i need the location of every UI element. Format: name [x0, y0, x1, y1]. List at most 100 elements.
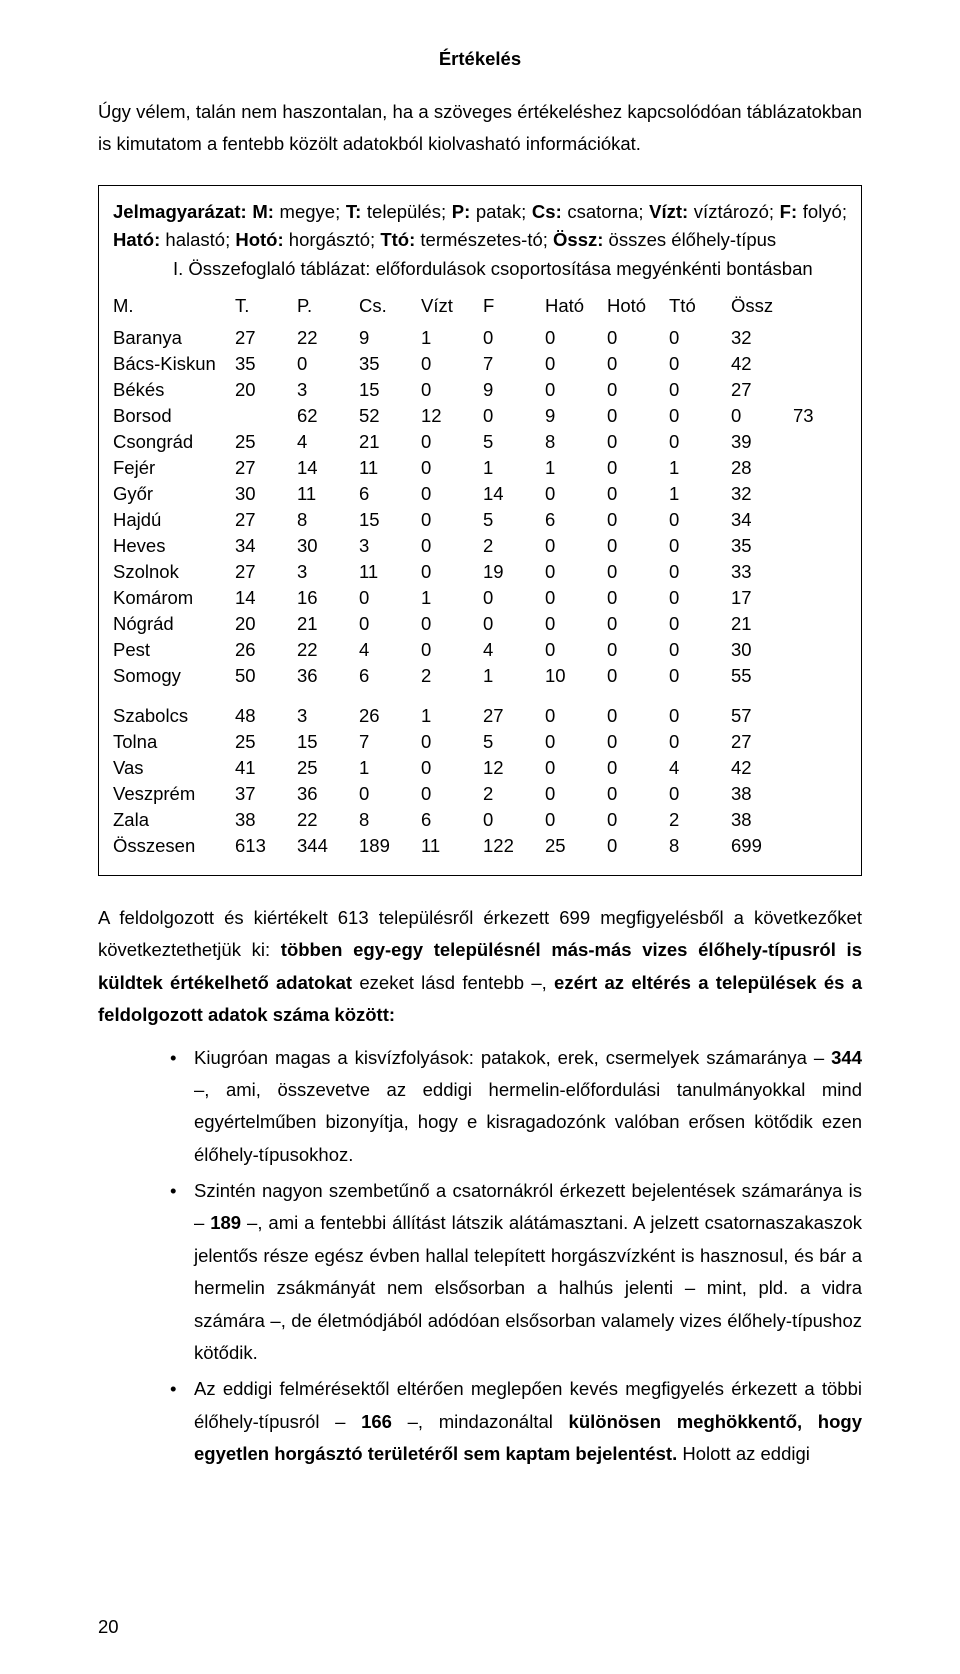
- table-cell: Borsod: [113, 403, 235, 429]
- table-cell: 0: [483, 807, 545, 833]
- table-cell: 0: [483, 325, 545, 351]
- page-title: Értékelés: [98, 48, 862, 70]
- table-cell: 21: [297, 611, 359, 637]
- table-cell: 34: [731, 507, 793, 533]
- table-row: Szolnok2731101900033: [113, 559, 847, 585]
- analysis-text-c: ezeket lásd fentebb –,: [352, 972, 554, 993]
- table-cell: 27: [235, 455, 297, 481]
- table-cell: 14: [483, 481, 545, 507]
- table-cell: 0: [545, 637, 607, 663]
- table-row: Komárom141601000017: [113, 585, 847, 611]
- table-cell: 0: [607, 429, 669, 455]
- table-cell: 1: [359, 755, 421, 781]
- table-cell: 0: [545, 807, 607, 833]
- table-row: Somogy5036621100055: [113, 663, 847, 689]
- legend-text: Jelmagyarázat: M: megye; T: település; P…: [113, 198, 847, 254]
- list-item: Kiugróan magas a kisvízfolyások: patakok…: [194, 1042, 862, 1172]
- table-cell: 25: [297, 755, 359, 781]
- table-row: Nógrád202100000021: [113, 611, 847, 637]
- table-cell: 344: [297, 833, 359, 859]
- table-cell: 22: [297, 807, 359, 833]
- table-cell: 0: [607, 533, 669, 559]
- table-cell: 2: [483, 781, 545, 807]
- table-cell: 613: [235, 833, 297, 859]
- table-row: Borsod6252120900073: [113, 403, 847, 429]
- table-cell: 48: [235, 703, 297, 729]
- box-subtitle: I. Összefoglaló táblázat: előfordulások …: [113, 255, 847, 283]
- table-cell: 0: [669, 533, 731, 559]
- table-cell: 20: [235, 611, 297, 637]
- table-cell: 11: [359, 559, 421, 585]
- table-cell: 27: [235, 559, 297, 585]
- table-cell: 0: [669, 325, 731, 351]
- table-cell: 0: [421, 533, 483, 559]
- bullet-text: –, ami, összevetve az eddigi hermelin-el…: [194, 1079, 862, 1165]
- table-cell: 38: [235, 807, 297, 833]
- table-cell: 3: [297, 559, 359, 585]
- table-cell: 15: [297, 729, 359, 755]
- bullet-text: –, mindazonáltal: [392, 1411, 569, 1432]
- table-row: Győr3011601400132: [113, 481, 847, 507]
- table-cell: 0: [421, 637, 483, 663]
- table-cell: 73: [793, 403, 847, 429]
- table-cell: Békés: [113, 377, 235, 403]
- table-cell: 38: [731, 807, 793, 833]
- table-cell: 0: [607, 611, 669, 637]
- table-cell: 32: [731, 481, 793, 507]
- table-cell: Szabolcs: [113, 703, 235, 729]
- table-cell: 0: [607, 507, 669, 533]
- table-cell: 27: [235, 507, 297, 533]
- table-cell: Csongrád: [113, 429, 235, 455]
- table-cell: Heves: [113, 533, 235, 559]
- table-cell: Össz: [731, 293, 793, 325]
- table-row: Heves343030200035: [113, 533, 847, 559]
- table-cell: 3: [359, 533, 421, 559]
- table-cell: Összesen: [113, 833, 235, 859]
- table-cell: 0: [731, 403, 793, 429]
- table-cell: 6: [545, 507, 607, 533]
- table-cell: 7: [359, 729, 421, 755]
- page-number: 20: [98, 1616, 119, 1638]
- table-cell: 0: [545, 325, 607, 351]
- table-cell: Hajdú: [113, 507, 235, 533]
- table-row: Békés203150900027: [113, 377, 847, 403]
- summary-box: Jelmagyarázat: M: megye; T: település; P…: [98, 185, 862, 876]
- table-cell: 0: [483, 611, 545, 637]
- table-cell: 41: [235, 755, 297, 781]
- table-cell: 0: [545, 703, 607, 729]
- table-cell: 0: [607, 585, 669, 611]
- table-cell: 0: [669, 663, 731, 689]
- table-cell: 0: [607, 559, 669, 585]
- table-cell: 17: [731, 585, 793, 611]
- table-cell: 0: [421, 559, 483, 585]
- table-cell: Hotó: [607, 293, 669, 325]
- table-cell: 33: [731, 559, 793, 585]
- table-cell: 11: [359, 455, 421, 481]
- table-cell: 5: [483, 507, 545, 533]
- table-cell: 15: [359, 377, 421, 403]
- table-row: Veszprém373600200038: [113, 781, 847, 807]
- table-cell: Tolna: [113, 729, 235, 755]
- table-cell: Szolnok: [113, 559, 235, 585]
- table-cell: 0: [545, 755, 607, 781]
- table-cell: 0: [545, 481, 607, 507]
- table-cell: 0: [669, 637, 731, 663]
- table-cell: 1: [421, 703, 483, 729]
- table-cell: 3: [297, 377, 359, 403]
- table-cell: 32: [731, 325, 793, 351]
- table-cell: Pest: [113, 637, 235, 663]
- table-cell: 1: [421, 585, 483, 611]
- table-cell: 4: [483, 637, 545, 663]
- table-cell: 27: [235, 325, 297, 351]
- table-cell: 0: [669, 403, 731, 429]
- table-cell: T.: [235, 293, 297, 325]
- table-cell: 35: [359, 351, 421, 377]
- table-cell: 0: [297, 351, 359, 377]
- table-cell: 25: [235, 429, 297, 455]
- table-cell: 10: [545, 663, 607, 689]
- table-cell: 6: [359, 481, 421, 507]
- table-cell: 8: [669, 833, 731, 859]
- table-cell: 122: [483, 833, 545, 859]
- table-cell: 0: [421, 481, 483, 507]
- table-cell: 0: [483, 585, 545, 611]
